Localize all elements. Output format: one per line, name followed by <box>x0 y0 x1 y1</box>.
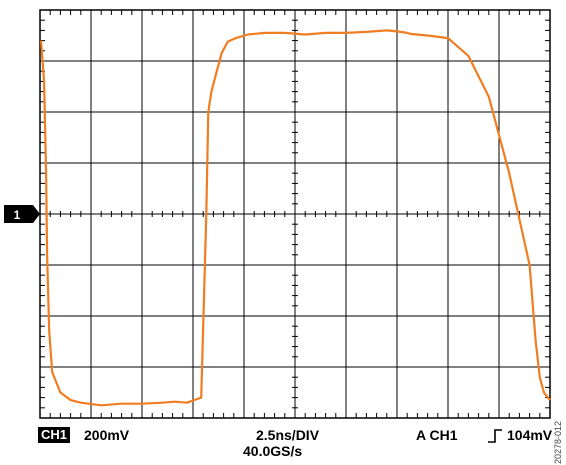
sample-rate-readout: 40.0GS/s <box>243 443 303 459</box>
graticule <box>39 9 551 419</box>
volts-per-div-readout: 200mV <box>84 427 130 443</box>
trace-layer <box>39 29 551 407</box>
ground-marker-label: 1 <box>14 208 21 222</box>
time-per-div-readout: 2.5ns/DIV <box>256 427 320 443</box>
rising-edge-icon <box>488 429 502 443</box>
trigger-level-readout: 104mV <box>507 427 553 443</box>
ground-marker: 1 <box>4 205 40 223</box>
trigger-source-readout: A CH1 <box>416 427 458 443</box>
ground-marker-arrow <box>4 205 40 223</box>
waveform-trace <box>39 29 551 407</box>
channel-badge: CH1 <box>38 427 71 443</box>
figure-id: 20278-012 <box>553 420 563 464</box>
